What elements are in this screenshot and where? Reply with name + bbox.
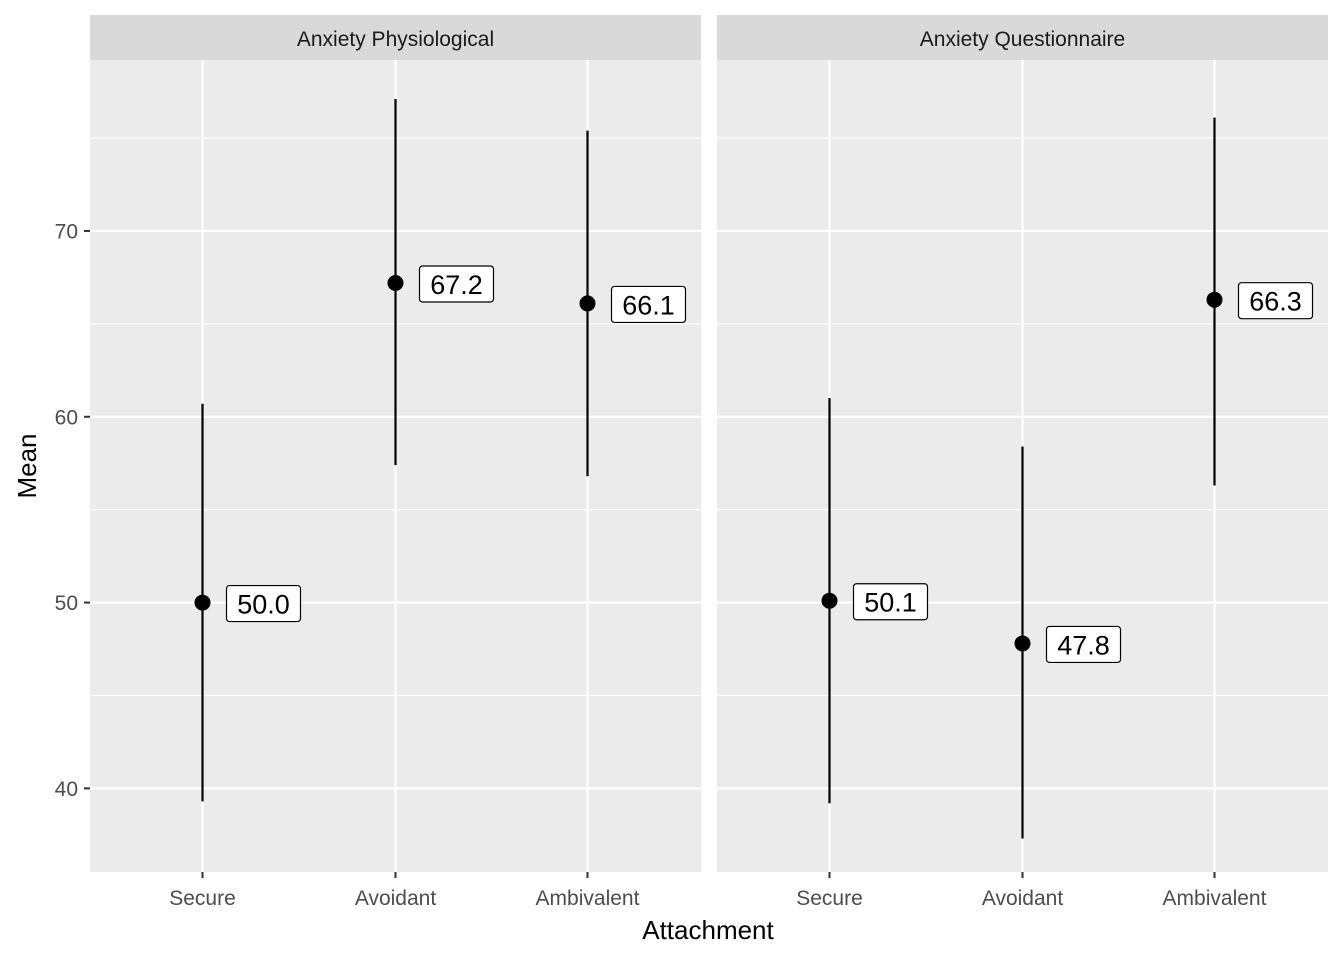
y-axis-title: Mean <box>12 433 42 498</box>
value-label-text: 67.2 <box>430 270 483 300</box>
value-label: 47.8 <box>1045 625 1122 664</box>
value-label-text: 50.1 <box>864 588 917 618</box>
y-tick-label: 60 <box>55 406 78 429</box>
mean-point <box>194 594 211 611</box>
facet-strip-title: Anxiety Questionnaire <box>920 28 1125 51</box>
y-tick-label: 40 <box>55 778 78 801</box>
y-axis: 40 50 60 70 <box>55 220 90 801</box>
value-label: 66.3 <box>1237 282 1314 320</box>
value-label-box <box>610 285 687 324</box>
value-label: 66.1 <box>610 285 687 324</box>
x-axis-title: Attachment <box>642 915 774 945</box>
value-label-text: 50.0 <box>237 590 290 620</box>
mean-point <box>1206 291 1223 308</box>
mean-point <box>387 274 404 291</box>
value-label: 50.1 <box>852 583 929 621</box>
facet-strip <box>90 15 701 60</box>
value-label-box <box>1237 282 1314 320</box>
value-label-box <box>418 265 495 303</box>
mean-point <box>1014 635 1031 652</box>
x-tick-label: Ambivalent <box>1163 887 1267 910</box>
facet-panels: Anxiety Physiological Secure Avoidant Ambiv… <box>90 15 1328 910</box>
facet-panel: Anxiety Physiological Secure Avoidant Ambiv… <box>90 15 701 910</box>
y-tick-label: 50 <box>55 592 78 615</box>
x-tick-label: Secure <box>796 887 863 910</box>
value-label: 50.0 <box>225 584 302 623</box>
value-label-text: 47.8 <box>1057 630 1110 660</box>
value-label-box <box>1045 625 1122 664</box>
x-tick-label: Ambivalent <box>536 887 640 910</box>
value-label-text: 66.1 <box>622 290 675 320</box>
value-label-box <box>225 584 302 623</box>
facet-panel: Anxiety Questionnaire Secure Avoidant Ambiv… <box>717 15 1328 910</box>
value-label-text: 66.3 <box>1249 287 1302 317</box>
facet-strip <box>717 15 1328 60</box>
mean-point <box>821 592 838 609</box>
mean-point <box>579 295 596 312</box>
facet-strip-title: Anxiety Physiological <box>297 28 494 51</box>
value-label: 67.2 <box>418 265 495 303</box>
value-label-box <box>852 583 929 621</box>
x-tick-label: Avoidant <box>355 887 437 910</box>
x-tick-label: Avoidant <box>982 887 1064 910</box>
y-tick-label: 70 <box>55 220 78 243</box>
x-tick-label: Secure <box>169 887 236 910</box>
